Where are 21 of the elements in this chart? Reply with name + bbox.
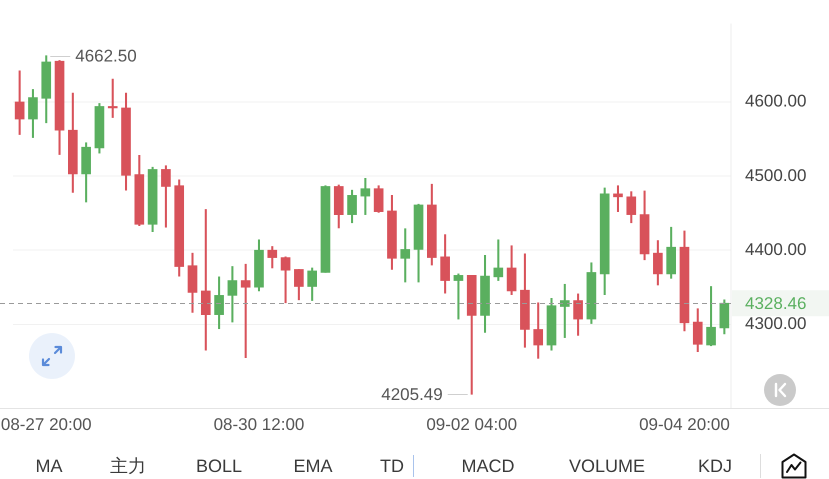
y-tick-label: 4600.00 (745, 92, 806, 111)
text: TD (380, 455, 404, 477)
y-tick-label: 4300.00 (745, 314, 806, 333)
x-tick-label: 09-02 04:00 (426, 414, 518, 434)
text: KDJ (698, 455, 732, 477)
annotation: 4205.49 (381, 384, 443, 404)
text: VOLUME (568, 455, 646, 477)
x-tick-label: 08-30 12:00 (214, 414, 304, 434)
y-tick-label: 4500.00 (745, 166, 806, 185)
x-tick-label: 08-27 20:00 (0, 414, 92, 434)
ref-line-label: 4328.46 (745, 294, 806, 313)
text: MA (36, 455, 62, 477)
text: BOLL (196, 455, 242, 477)
text: 主力 (110, 455, 146, 477)
candlestick (400, 228, 410, 282)
candlestick (108, 78, 118, 118)
annotation: 4662.50 (75, 46, 137, 66)
y-tick-label: 4400.00 (745, 240, 806, 259)
x-tick-label: 09-04 20:00 (639, 414, 730, 434)
text: MACD (462, 455, 514, 477)
text: EMA (293, 455, 333, 477)
